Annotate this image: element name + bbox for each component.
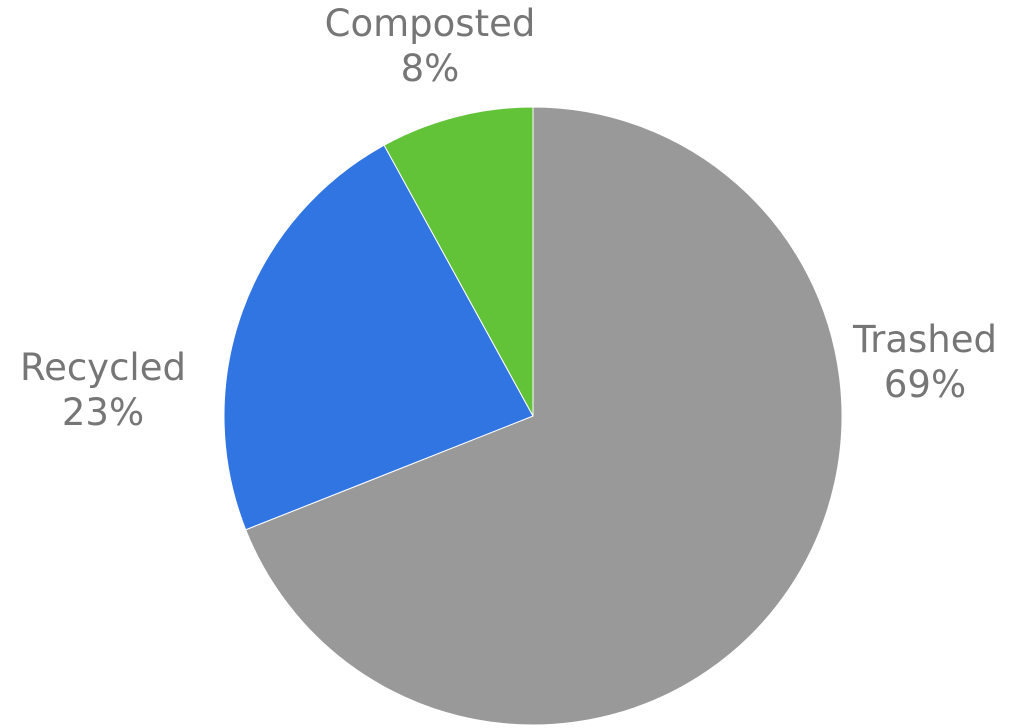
slice-label-trashed: Trashed bbox=[852, 318, 997, 361]
slice-value-composted: 8% bbox=[401, 47, 460, 90]
slice-value-recycled: 23% bbox=[62, 391, 144, 434]
pie-slice-composted bbox=[383, 106, 534, 417]
slice-label-recycled: Recycled bbox=[20, 346, 186, 389]
pie-slice-trashed bbox=[245, 106, 843, 726]
pie-slices bbox=[223, 106, 843, 726]
pie-slice-recycled bbox=[223, 144, 534, 531]
slice-value-trashed: 69% bbox=[884, 363, 966, 406]
slice-label-composted: Composted bbox=[325, 2, 536, 45]
